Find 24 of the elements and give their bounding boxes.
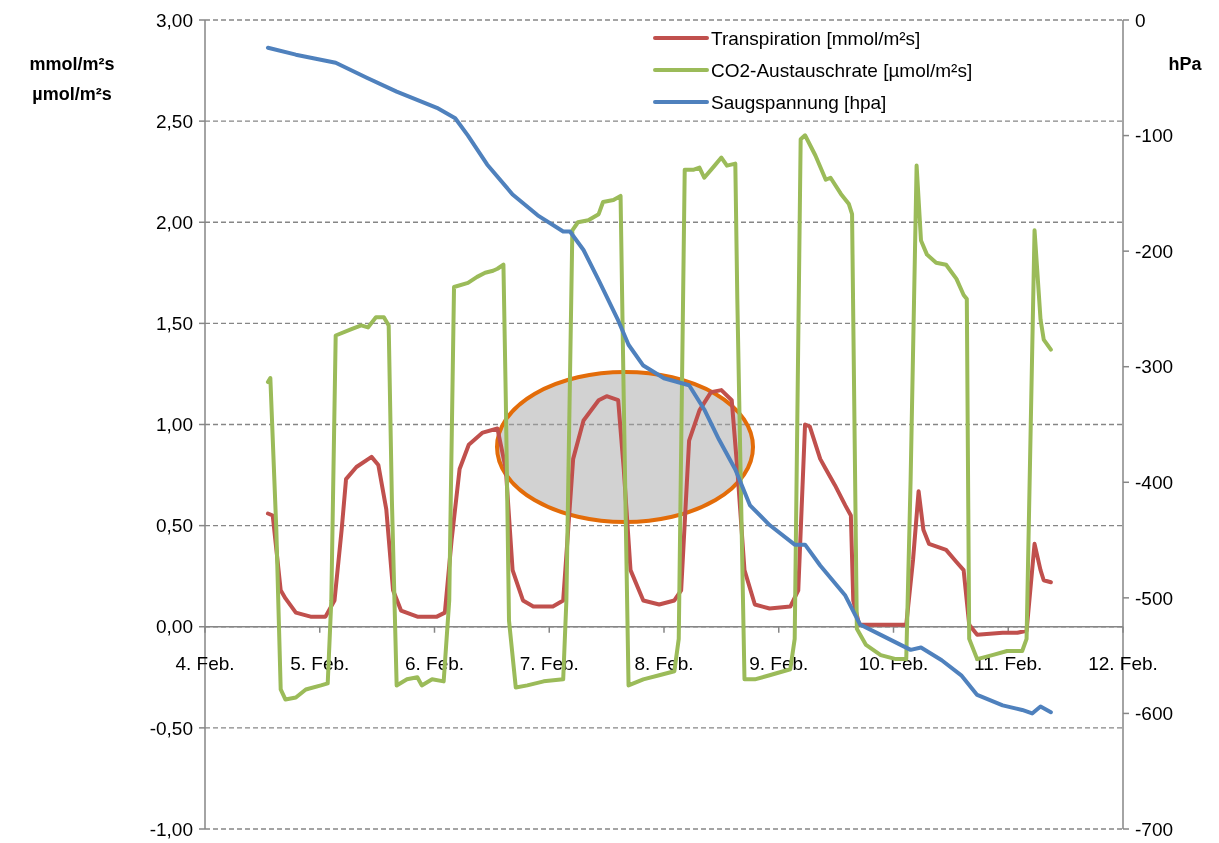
y-tick-label: 2,00 — [156, 211, 193, 233]
y2-tick-label: -600 — [1135, 703, 1174, 725]
x-tick-label: 4. Feb. — [175, 652, 235, 674]
y-tick-label: 3,00 — [156, 9, 193, 31]
x-tick-label: 12. Feb. — [1088, 652, 1158, 674]
y2-tick-label: -700 — [1135, 818, 1174, 840]
y2-axis-title: hPa — [1168, 54, 1203, 74]
y-tick-label: 2,50 — [156, 110, 193, 132]
y-tick-label: -0,50 — [149, 717, 193, 739]
legend-label: Saugspannung [hpa] — [711, 91, 887, 113]
y2-tick-label: -200 — [1135, 240, 1174, 262]
y2-tick-label: -100 — [1135, 125, 1174, 147]
y-tick-label: 1,50 — [156, 313, 193, 335]
y-tick-label: 0,50 — [156, 515, 193, 537]
y2-tick-label: -300 — [1135, 356, 1174, 378]
y-tick-label: 1,00 — [156, 414, 193, 436]
y-tick-label: -1,00 — [149, 818, 193, 840]
y2-tick-label: 0 — [1135, 9, 1146, 31]
y-tick-label: 0,00 — [156, 616, 193, 638]
legend-label: CO2-Austauschrate [µmol/m²s] — [711, 59, 973, 81]
y2-tick-label: -400 — [1135, 471, 1174, 493]
y2-tick-label: -500 — [1135, 587, 1174, 609]
legend-label: Transpiration [mmol/m²s] — [711, 27, 921, 49]
y-axis-title: mmol/m²s µmol/m²s — [29, 54, 115, 104]
